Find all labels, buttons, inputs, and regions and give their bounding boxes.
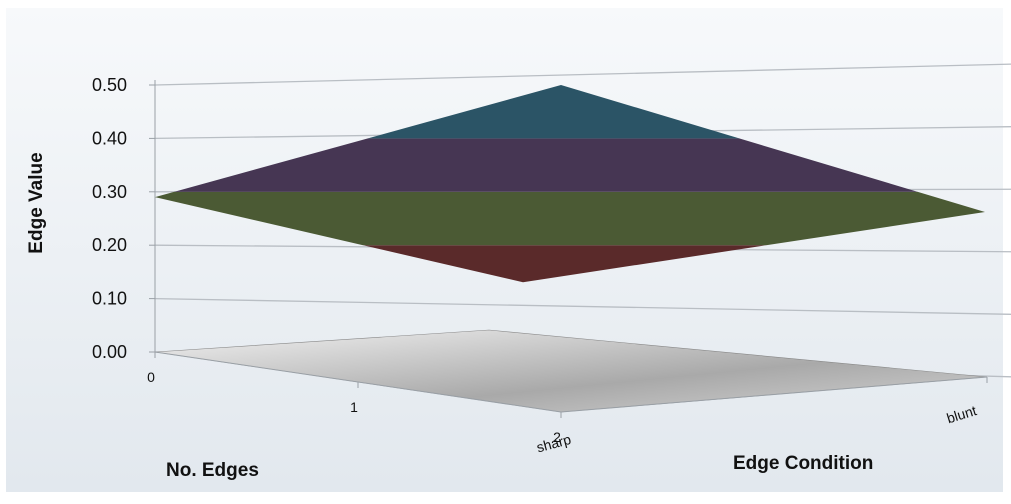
x-tick-labels: 0 1 2 bbox=[147, 369, 561, 445]
y-tick-labels: 0.00 0.10 0.20 0.30 0.40 0.50 bbox=[92, 75, 127, 362]
gridline bbox=[154, 297, 1011, 315]
x-tick-label: 1 bbox=[350, 399, 358, 415]
gridline bbox=[154, 63, 1011, 86]
y-tick-label: 0.10 bbox=[92, 289, 127, 309]
y-tick-label: 0.40 bbox=[92, 128, 127, 148]
y-axis-title: Edge Value bbox=[26, 152, 47, 253]
axes bbox=[149, 80, 988, 418]
y-tick-label: 0.50 bbox=[92, 75, 127, 95]
z-axis-line bbox=[560, 376, 988, 413]
x-tick-label: 2 bbox=[553, 429, 561, 445]
y-tick-label: 0.00 bbox=[92, 342, 127, 362]
x-axis-title: No. Edges bbox=[166, 460, 259, 481]
y-tick-label: 0.20 bbox=[92, 235, 127, 255]
x-tick-label: 0 bbox=[147, 369, 155, 385]
z-axis-title: Edge Condition bbox=[733, 453, 873, 474]
y-tick-label: 0.30 bbox=[92, 182, 127, 202]
